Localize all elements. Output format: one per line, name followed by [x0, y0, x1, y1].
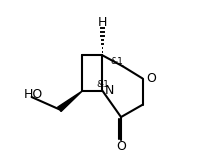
Text: &1: &1: [96, 80, 109, 89]
Text: O: O: [115, 140, 125, 153]
Text: H: H: [97, 16, 107, 29]
Text: N: N: [104, 84, 114, 97]
Text: HO: HO: [23, 88, 42, 101]
Text: &1: &1: [110, 57, 122, 66]
Polygon shape: [57, 91, 82, 111]
Text: O: O: [145, 72, 155, 85]
